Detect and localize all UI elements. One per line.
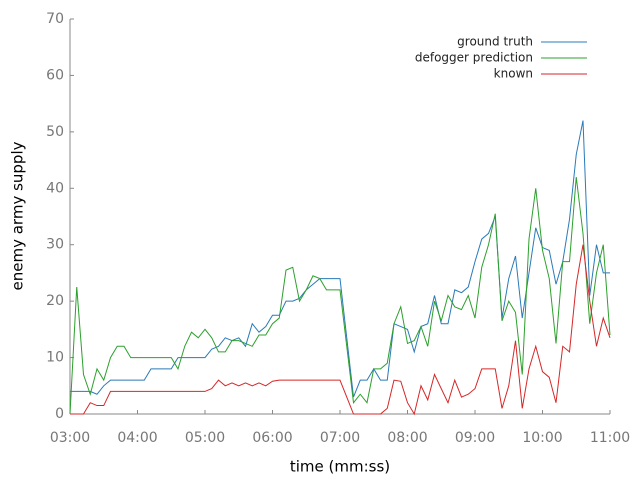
legend-label: defogger prediction <box>415 51 533 65</box>
y-tick-label: 60 <box>46 67 64 83</box>
y-tick-label: 10 <box>46 350 64 366</box>
y-tick-label: 70 <box>46 11 64 27</box>
y-tick-label: 0 <box>55 406 64 422</box>
legend-label: known <box>494 67 533 81</box>
line-series <box>70 244 611 416</box>
legend-label: ground truth <box>457 35 533 49</box>
x-tick-label: 08:00 <box>387 430 427 446</box>
x-tick-label: 11:00 <box>590 430 630 446</box>
x-tick-label: 03:00 <box>50 430 90 446</box>
x-tick-label: 07:00 <box>320 430 360 446</box>
x-tick-label: 04:00 <box>117 430 157 446</box>
x-axis-label: time (mm:ss) <box>290 458 390 476</box>
y-tick-label: 20 <box>46 293 64 309</box>
y-tick-label: 50 <box>46 124 64 140</box>
y-tick-label: 40 <box>46 180 64 196</box>
x-tick-label: 10:00 <box>522 430 562 446</box>
line-series <box>69 176 611 415</box>
line-series <box>70 120 610 398</box>
x-tick-label: 05:00 <box>185 430 225 446</box>
y-tick-label: 30 <box>46 237 64 253</box>
x-tick-label: 06:00 <box>252 430 292 446</box>
x-tick-label: 09:00 <box>455 430 495 446</box>
y-axis-label: enemy army supply <box>9 141 27 290</box>
